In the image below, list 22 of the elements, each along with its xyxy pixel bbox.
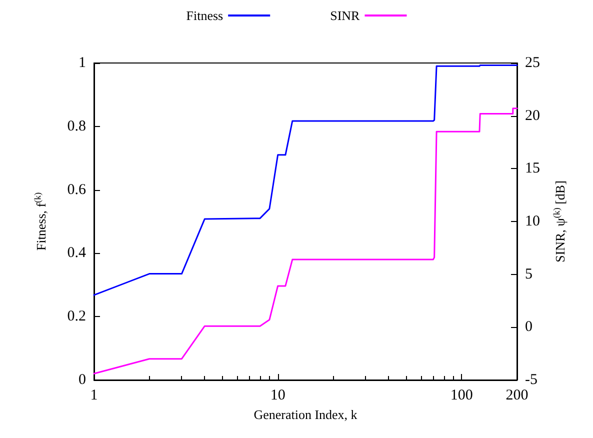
y-tick-label: 0.2: [67, 308, 86, 325]
x-tick-label: 200: [506, 388, 528, 404]
y2-axis-title: SINR, ψ(k) [dB]: [552, 180, 568, 262]
x-tick-label: 1: [90, 388, 98, 404]
y-tick-label: 0: [78, 372, 86, 388]
y2-tick-label: 5: [525, 266, 532, 282]
legend-label: SINR: [330, 8, 360, 23]
y2-tick-label: 10: [525, 214, 540, 230]
y2-tick-label: 15: [525, 160, 540, 177]
y2-tick-label: 25: [525, 55, 540, 71]
legend-label: Fitness: [186, 8, 224, 23]
y-tick-label: 0.8: [67, 118, 86, 134]
y2-tick-label: -5: [525, 372, 538, 388]
y-tick-label: 1: [78, 55, 86, 71]
x-tick-label: 10: [270, 388, 286, 404]
y-axis-title: Fitness, f(k): [32, 192, 48, 251]
x-axis-title: Generation Index, k: [254, 407, 358, 422]
y2-tick-label: 0: [525, 319, 532, 336]
y2-tick-label: 20: [525, 108, 540, 124]
x-tick-label: 100: [450, 388, 473, 404]
y-tick-label: 0.4: [67, 245, 86, 262]
y-tick-label: 0.6: [67, 182, 86, 198]
